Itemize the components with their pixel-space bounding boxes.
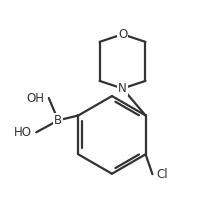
Text: B: B [54,114,62,127]
Text: OH: OH [27,92,45,105]
Text: N: N [118,82,127,95]
Text: Cl: Cl [156,168,168,181]
Text: O: O [118,28,127,41]
Text: HO: HO [14,126,32,139]
